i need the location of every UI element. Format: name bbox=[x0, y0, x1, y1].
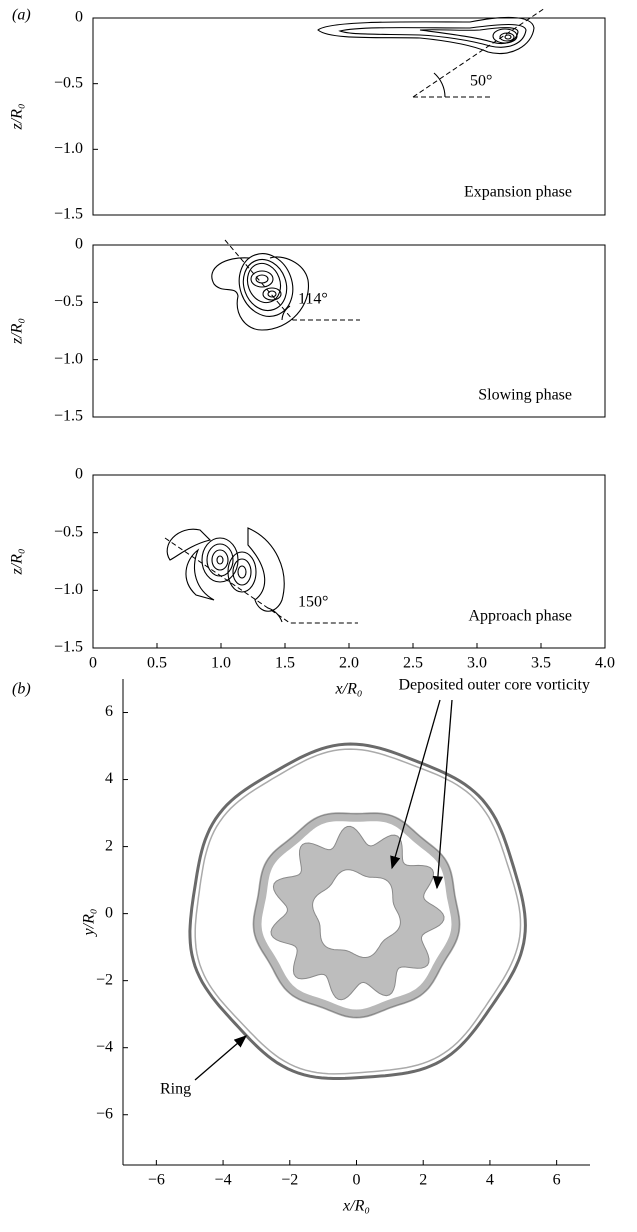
x-tick-label: −2 bbox=[281, 1172, 298, 1189]
annotation: Approach phase bbox=[468, 608, 572, 625]
y-tick-label: 6 bbox=[105, 703, 113, 720]
y-tick-label: −1.0 bbox=[54, 350, 83, 367]
page: 0−0.5−1.0−1.5z/R₀(a)50°Expansion phase0−… bbox=[0, 0, 637, 1232]
annotation: 150° bbox=[298, 594, 328, 611]
y-tick-label: −0.5 bbox=[54, 293, 83, 310]
x-tick-label: 0.5 bbox=[147, 655, 167, 672]
x-tick-label: 3.5 bbox=[531, 655, 551, 672]
outer-ring-edge bbox=[195, 749, 520, 1074]
contours bbox=[212, 240, 360, 330]
y-tick-label: −1.5 bbox=[54, 206, 83, 223]
annotation: 114° bbox=[298, 291, 328, 308]
y-axis-label: z/R₀ bbox=[9, 548, 26, 575]
contours bbox=[165, 528, 358, 623]
y-tick-label: 2 bbox=[105, 837, 113, 854]
figure: 0−0.5−1.0−1.5z/R₀(a)50°Expansion phase0−… bbox=[0, 0, 637, 1232]
y-tick-label: 0 bbox=[105, 904, 113, 921]
y-tick-label: −1.0 bbox=[54, 581, 83, 598]
isosurface-render bbox=[190, 744, 526, 1079]
panel-label: (b) bbox=[12, 681, 31, 698]
x-tick-label: 2 bbox=[419, 1172, 427, 1189]
x-tick-label: 0 bbox=[89, 655, 97, 672]
outer-ring bbox=[190, 744, 526, 1079]
y-axis-label: y/R₀ bbox=[81, 909, 98, 938]
contours bbox=[318, 8, 545, 97]
x-tick-label: 0 bbox=[353, 1172, 361, 1189]
x-tick-label: 3.0 bbox=[467, 655, 487, 672]
y-tick-label: −0.5 bbox=[54, 523, 83, 540]
x-tick-label: 6 bbox=[553, 1172, 561, 1189]
x-axis-label: x/R₀ bbox=[335, 681, 363, 698]
annotation: Expansion phase bbox=[464, 184, 572, 201]
y-tick-label: −1.5 bbox=[54, 639, 83, 656]
y-axis-label: z/R₀ bbox=[9, 318, 26, 345]
x-tick-label: 2.0 bbox=[339, 655, 359, 672]
y-tick-label: −4 bbox=[96, 1038, 113, 1055]
x-tick-label: 1.0 bbox=[211, 655, 231, 672]
y-tick-label: −1.0 bbox=[54, 140, 83, 157]
y-tick-label: 0 bbox=[75, 9, 83, 26]
y-tick-label: 4 bbox=[105, 770, 113, 787]
annotation: 50° bbox=[470, 73, 492, 90]
x-tick-label: −4 bbox=[215, 1172, 232, 1189]
y-tick-label: −0.5 bbox=[54, 74, 83, 91]
x-axis-label: x/R₀ bbox=[342, 1198, 370, 1215]
y-tick-label: −6 bbox=[96, 1105, 113, 1122]
annotation: Deposited outer core vorticity bbox=[399, 677, 591, 694]
y-tick-label: −2 bbox=[96, 971, 113, 988]
x-tick-label: 4.0 bbox=[595, 655, 615, 672]
x-tick-label: 1.5 bbox=[275, 655, 295, 672]
y-tick-label: 0 bbox=[75, 466, 83, 483]
x-tick-label: 2.5 bbox=[403, 655, 423, 672]
y-axis-label: z/R₀ bbox=[9, 103, 26, 130]
deposited-vorticity bbox=[271, 826, 444, 999]
annotation: Ring bbox=[160, 1081, 191, 1098]
annotation: Slowing phase bbox=[478, 387, 572, 404]
x-tick-label: 4 bbox=[486, 1172, 494, 1189]
y-tick-label: 0 bbox=[75, 236, 83, 253]
x-tick-label: −6 bbox=[148, 1172, 165, 1189]
panel-label: (a) bbox=[12, 7, 31, 24]
y-tick-label: −1.5 bbox=[54, 408, 83, 425]
